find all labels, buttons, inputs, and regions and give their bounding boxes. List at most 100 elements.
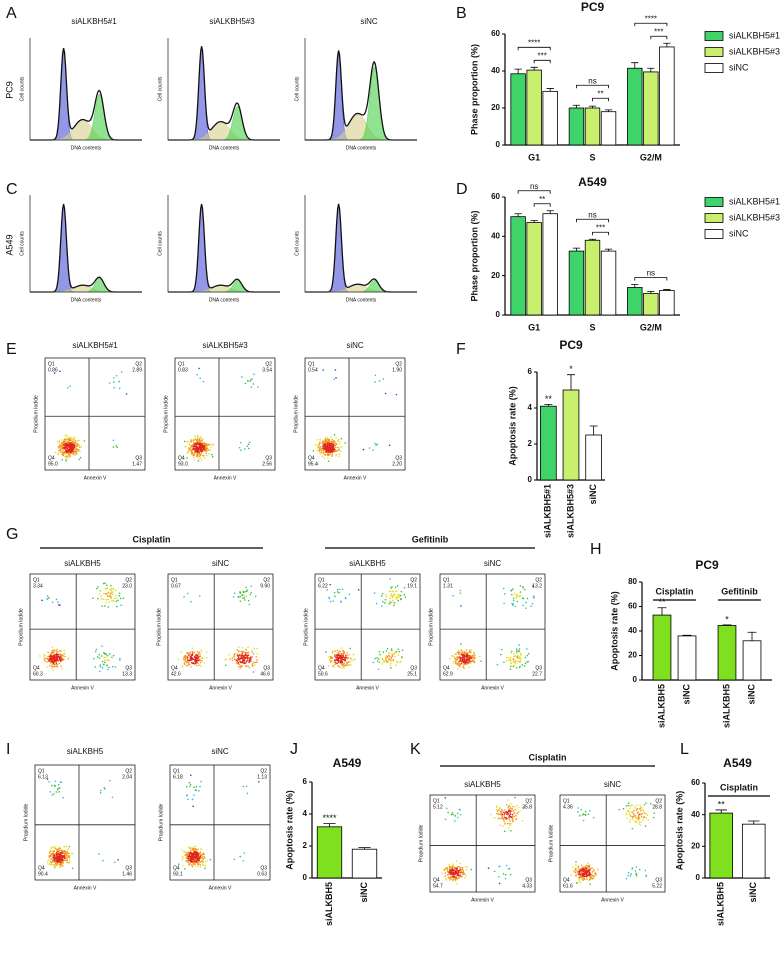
event-dot [362,448,365,451]
legend-swatch [704,47,724,57]
event-dot [382,378,385,380]
event-dot [199,661,202,664]
event-dot [246,589,248,591]
event-dot [197,450,200,453]
event-dot [60,658,63,661]
event-dot [48,659,50,662]
quadrant-name: Q2 [263,577,270,583]
event-dot [200,439,203,442]
event-dot [63,446,66,449]
event-dot [459,592,462,594]
event-dot [341,658,344,661]
event-dot [72,450,75,452]
event-dot [103,605,106,607]
event-dot [197,859,200,861]
event-dot [199,665,202,667]
event-dot [69,861,71,864]
event-dot [187,661,189,664]
event-dot [245,595,248,598]
event-dot [498,882,501,885]
event-dot [524,662,527,665]
event-dot [455,877,458,880]
event-dot [510,816,513,819]
x-axis-title: DNA contents [71,297,102,303]
x-tick-label: siNC [359,882,369,903]
y-tick-label: 20 [628,651,637,660]
event-dot [244,382,247,385]
event-dot [103,651,105,654]
event-dot [322,369,324,371]
event-dot [443,869,446,871]
event-dot [580,808,583,811]
event-dot [392,601,395,603]
event-dot [499,813,502,816]
significance-label: ** [539,195,545,204]
event-dot [628,821,631,823]
event-dot [189,849,192,852]
bar [643,71,659,146]
event-dot [586,876,588,878]
event-dot [316,447,319,449]
event-dot [245,785,248,787]
event-dot [459,874,461,876]
event-dot [318,443,321,446]
event-dot [641,819,644,821]
event-dot [114,597,116,600]
quadrant-name: Q2 [410,577,417,583]
event-dot [99,590,102,593]
event-dot [515,650,518,653]
event-dot [75,446,77,448]
event-dot [107,591,110,594]
event-dot [68,845,71,848]
event-dot [511,593,513,596]
event-dot [48,851,51,854]
y-tick-label: 20 [491,271,500,280]
event-dot [70,445,72,448]
phase-fill [168,284,280,293]
plot-title: siNC [346,341,364,350]
quadrant-name: Q3 [125,865,132,871]
y-tick-label: 0 [496,140,501,149]
event-dot [193,459,196,461]
event-dot [372,449,374,451]
event-dot [205,651,208,654]
event-dot [195,439,198,441]
event-dot [50,861,53,864]
quadrant-name: Q4 [33,665,40,671]
quadrant-name: Q1 [33,577,40,583]
event-dot [243,852,246,854]
event-dot [198,455,201,458]
event-dot [59,854,62,856]
event-dot [327,665,330,667]
event-dot [578,868,580,870]
quadrant-value: 5.12 [433,804,443,810]
event-dot [188,846,190,848]
event-dot [44,660,46,662]
event-dot [54,847,57,850]
event-dot [43,653,45,656]
event-dot [52,658,54,660]
event-dot [331,455,333,457]
event-dot [458,870,460,872]
event-dot [256,659,258,661]
event-dot [585,873,588,876]
event-dot [578,875,581,877]
chart-title: A549 [333,756,362,770]
event-dot [466,656,469,659]
event-dot [62,796,64,799]
event-dot [105,584,108,586]
x-axis-title: Annexin V [356,685,379,691]
event-dot [340,657,343,660]
event-dot [233,653,236,655]
event-dot [530,605,532,608]
event-dot [461,866,464,869]
event-dot [455,662,457,665]
event-dot [339,443,341,445]
event-dot [193,862,196,864]
event-dot [189,783,192,786]
event-dot [506,804,508,806]
event-dot [245,648,247,651]
event-dot [458,662,461,664]
event-dot [202,852,205,855]
